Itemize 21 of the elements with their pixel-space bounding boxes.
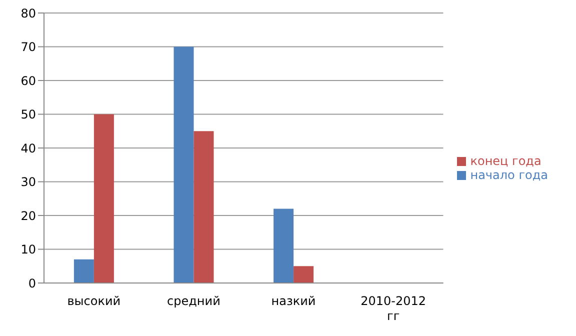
- legend-label: конец года: [470, 154, 542, 168]
- x-tick-label: назкий: [271, 294, 316, 308]
- bar: [74, 259, 94, 283]
- x-tick-label: 2010-2012 гг: [360, 294, 426, 323]
- legend-label: начало года: [470, 168, 548, 182]
- bar: [174, 46, 194, 283]
- y-tick-label: 10: [20, 242, 36, 257]
- x-tick-label: высокий: [67, 294, 121, 308]
- bar: [294, 266, 314, 283]
- y-tick-label: 70: [20, 40, 36, 54]
- y-tick-label: 30: [20, 175, 36, 190]
- y-tick-label: 60: [20, 74, 36, 88]
- bar: [94, 114, 114, 283]
- bar: [194, 131, 214, 283]
- y-tick-label: 80: [20, 6, 36, 20]
- bar: [274, 208, 294, 283]
- y-tick-label: 50: [20, 108, 36, 122]
- y-tick-label: 20: [20, 208, 36, 223]
- x-tick-label: средний: [167, 294, 220, 308]
- y-tick-label: 0: [28, 276, 36, 290]
- y-tick-label: 40: [20, 141, 36, 156]
